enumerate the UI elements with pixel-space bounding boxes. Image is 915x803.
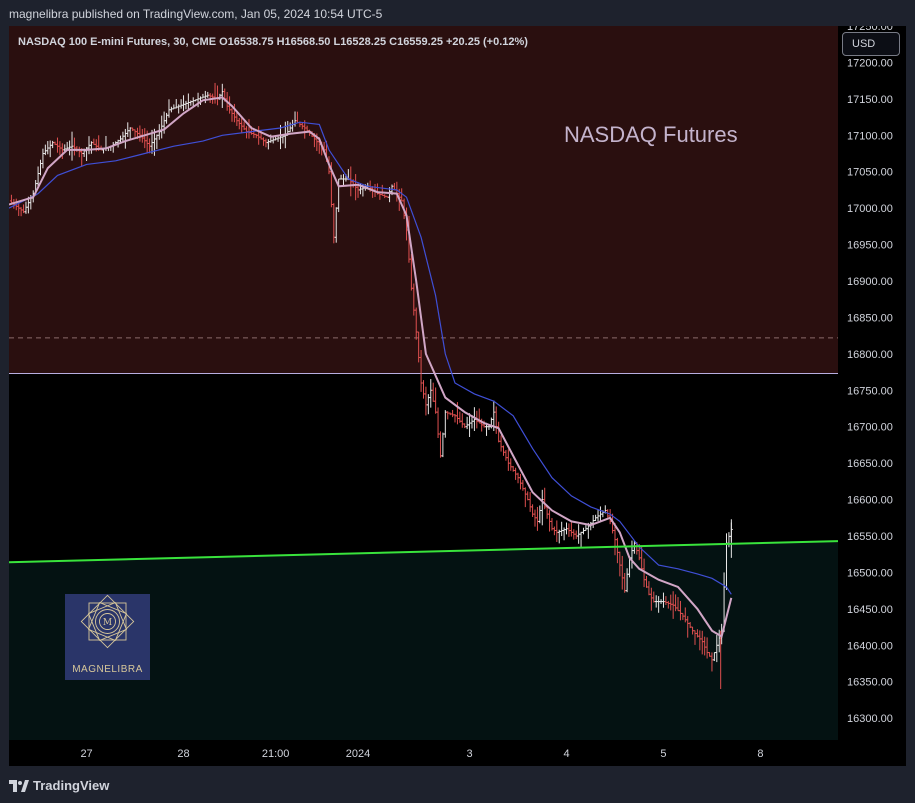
logo-text: MAGNELIBRA (72, 664, 143, 675)
x-tick-label: 21:00 (262, 748, 290, 760)
currency-button[interactable]: USD (842, 32, 900, 56)
y-tick-label: 16600.00 (847, 495, 893, 507)
x-tick-label: 3 (466, 748, 472, 760)
y-tick-label: 16800.00 (847, 349, 893, 361)
price-axis-panel (838, 26, 906, 766)
chart-watermark: NASDAQ Futures (564, 122, 738, 147)
svg-text:M: M (103, 618, 112, 628)
y-tick-label: 16400.00 (847, 640, 893, 652)
y-tick-label: 17050.00 (847, 167, 893, 179)
support-zone (9, 541, 838, 740)
y-tick-label: 16350.00 (847, 677, 893, 689)
tradingview-brand: TradingView (33, 778, 110, 793)
y-tick-label: 17150.00 (847, 94, 893, 106)
y-tick-label: 16700.00 (847, 422, 893, 434)
x-tick-label: 2024 (346, 748, 370, 760)
y-tick-label: 16300.00 (847, 713, 893, 725)
tradingview-logo-icon (9, 780, 29, 792)
fast-moving-average-line (9, 96, 733, 639)
time-axis-panel (9, 740, 906, 766)
x-tick-label: 4 (563, 748, 569, 760)
x-tick-label: 27 (80, 748, 92, 760)
y-tick-label: 16650.00 (847, 458, 893, 470)
y-tick-label: 16750.00 (847, 385, 893, 397)
y-tick-label: 16950.00 (847, 240, 893, 252)
y-tick-label: 16450.00 (847, 604, 893, 616)
y-tick-label: 17200.00 (847, 57, 893, 69)
y-tick-label: 17250.00 (847, 26, 893, 33)
x-tick-label: 5 (660, 748, 666, 760)
x-tick-label: 28 (177, 748, 189, 760)
y-tick-label: 17000.00 (847, 203, 893, 215)
x-tick-label: 8 (757, 748, 763, 760)
publisher-bar: magnelibra published on TradingView.com,… (0, 0, 915, 26)
y-tick-label: 17100.00 (847, 130, 893, 142)
y-tick-label: 16900.00 (847, 276, 893, 288)
chart-frame[interactable]: 17250.00 17200.00 17150.00 17100.00 17050.00… (9, 26, 906, 766)
y-tick-label: 16500.00 (847, 567, 893, 579)
publisher-text: magnelibra published on TradingView.com,… (9, 7, 383, 21)
mandala-icon: M (80, 594, 135, 649)
support-trendline (9, 540, 839, 564)
y-tick-label: 16850.00 (847, 312, 893, 324)
y-tick-label: 16550.00 (847, 531, 893, 543)
magnelibra-logo: M MAGNELIBRA (65, 594, 150, 680)
resistance-zone (9, 26, 838, 374)
slow-moving-average-line (9, 121, 732, 595)
price-chart[interactable]: 17250.00 17200.00 17150.00 17100.00 17050.00… (9, 26, 906, 766)
chart-legend: NASDAQ 100 E-mini Futures, 30, CME O1653… (18, 36, 528, 48)
